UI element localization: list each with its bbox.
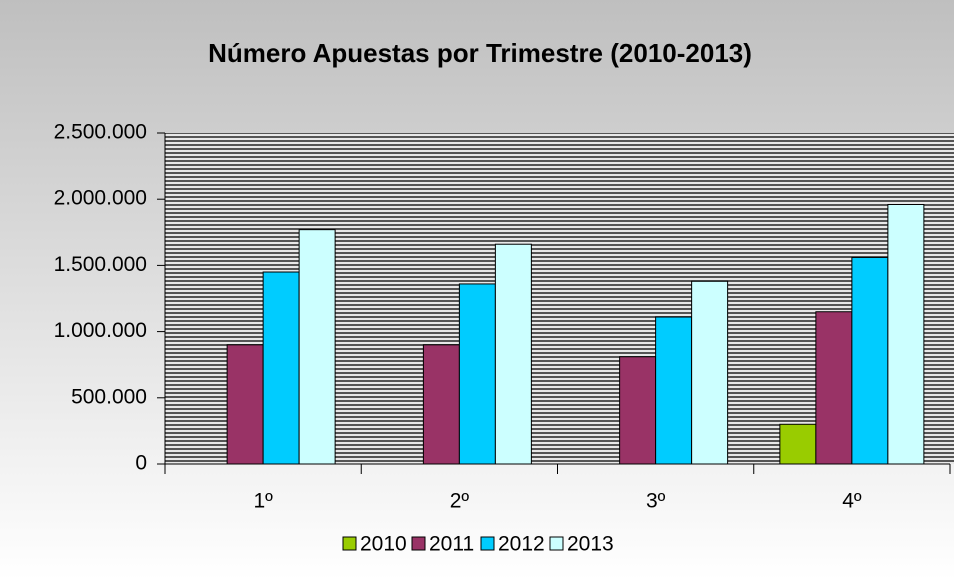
bar	[779, 423, 817, 465]
bar	[619, 356, 657, 465]
bar	[655, 316, 693, 465]
legend-swatch	[411, 536, 426, 551]
bar	[887, 203, 925, 465]
x-tick-label: 1º	[253, 490, 273, 513]
y-tick-label: 0	[135, 452, 147, 475]
bar	[815, 311, 853, 465]
bar	[262, 271, 300, 465]
x-tick-label: 3º	[646, 490, 666, 513]
bar	[458, 283, 496, 465]
legend-label: 2010	[360, 533, 407, 556]
bar	[851, 256, 889, 465]
bar	[691, 280, 729, 465]
legend-label: 2011	[429, 533, 474, 556]
y-tick-label: 500.000	[71, 385, 147, 408]
x-tick-label: 4º	[842, 490, 862, 513]
bar	[422, 344, 460, 465]
y-tick-label: 2.500.000	[54, 121, 147, 144]
legend-label: 2012	[498, 533, 545, 556]
legend-swatch	[549, 536, 564, 551]
y-tick-label: 2.000.000	[54, 187, 147, 210]
x-tick-label: 2º	[450, 490, 470, 513]
y-tick-label: 1.000.000	[54, 319, 147, 342]
chart-title: Número Apuestas por Trimestre (2010-2013…	[208, 38, 752, 68]
legend-swatch	[480, 536, 495, 551]
bar	[226, 344, 264, 465]
bar	[494, 243, 532, 465]
y-tick-label: 1.500.000	[54, 253, 147, 276]
legend-label: 2013	[567, 533, 614, 556]
bar	[298, 229, 336, 465]
legend-swatch	[342, 536, 357, 551]
